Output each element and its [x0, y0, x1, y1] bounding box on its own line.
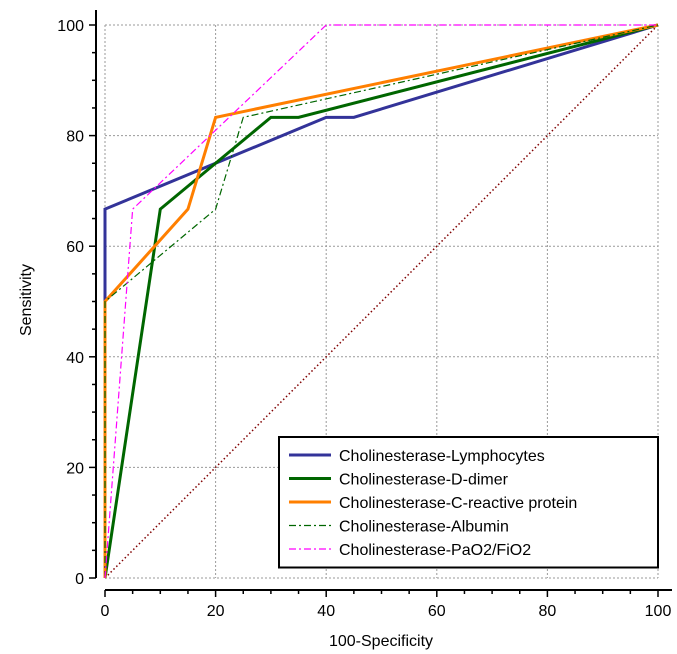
- series-line-4: [104, 24, 659, 578]
- y-axis-title: Sensitivity: [18, 264, 35, 336]
- legend: Cholinesterase-Lymphocytes Cholinesterase…: [278, 436, 659, 569]
- x-tick-label: 0: [101, 603, 110, 620]
- y-tick-label: 20: [66, 460, 84, 477]
- x-tick-label: 20: [207, 603, 225, 620]
- y-tick-label: 60: [66, 239, 84, 256]
- legend-label: Cholinesterase-C-reactive protein: [339, 495, 577, 512]
- x-tick-label: 60: [428, 603, 446, 620]
- x-tick-label: 40: [317, 603, 335, 620]
- tick-labels: 0 20 40 60 80 100 0 20 40 60 80 100: [57, 18, 671, 620]
- y-tick-label: 40: [66, 350, 84, 367]
- legend-label: Cholinesterase-Lymphocytes: [339, 448, 545, 465]
- legend-label: Cholinesterase-PaO2/FiO2: [339, 542, 531, 559]
- y-tick-label: 80: [66, 129, 84, 146]
- series-layer: [103, 23, 659, 579]
- y-tick-label: 100: [57, 18, 84, 35]
- legend-label: Cholinesterase-Albumin: [339, 519, 509, 536]
- x-axis-title: 100-Specificity: [329, 633, 433, 650]
- legend-box: [278, 436, 659, 569]
- axes: [89, 10, 672, 597]
- y-tick-label: 0: [75, 571, 84, 588]
- x-tick-label: 100: [645, 603, 672, 620]
- series-line-2: [103, 23, 659, 579]
- x-tick-label: 80: [539, 603, 557, 620]
- series-line-5: [104, 24, 658, 579]
- legend-label: Cholinesterase-D-dimer: [339, 472, 509, 489]
